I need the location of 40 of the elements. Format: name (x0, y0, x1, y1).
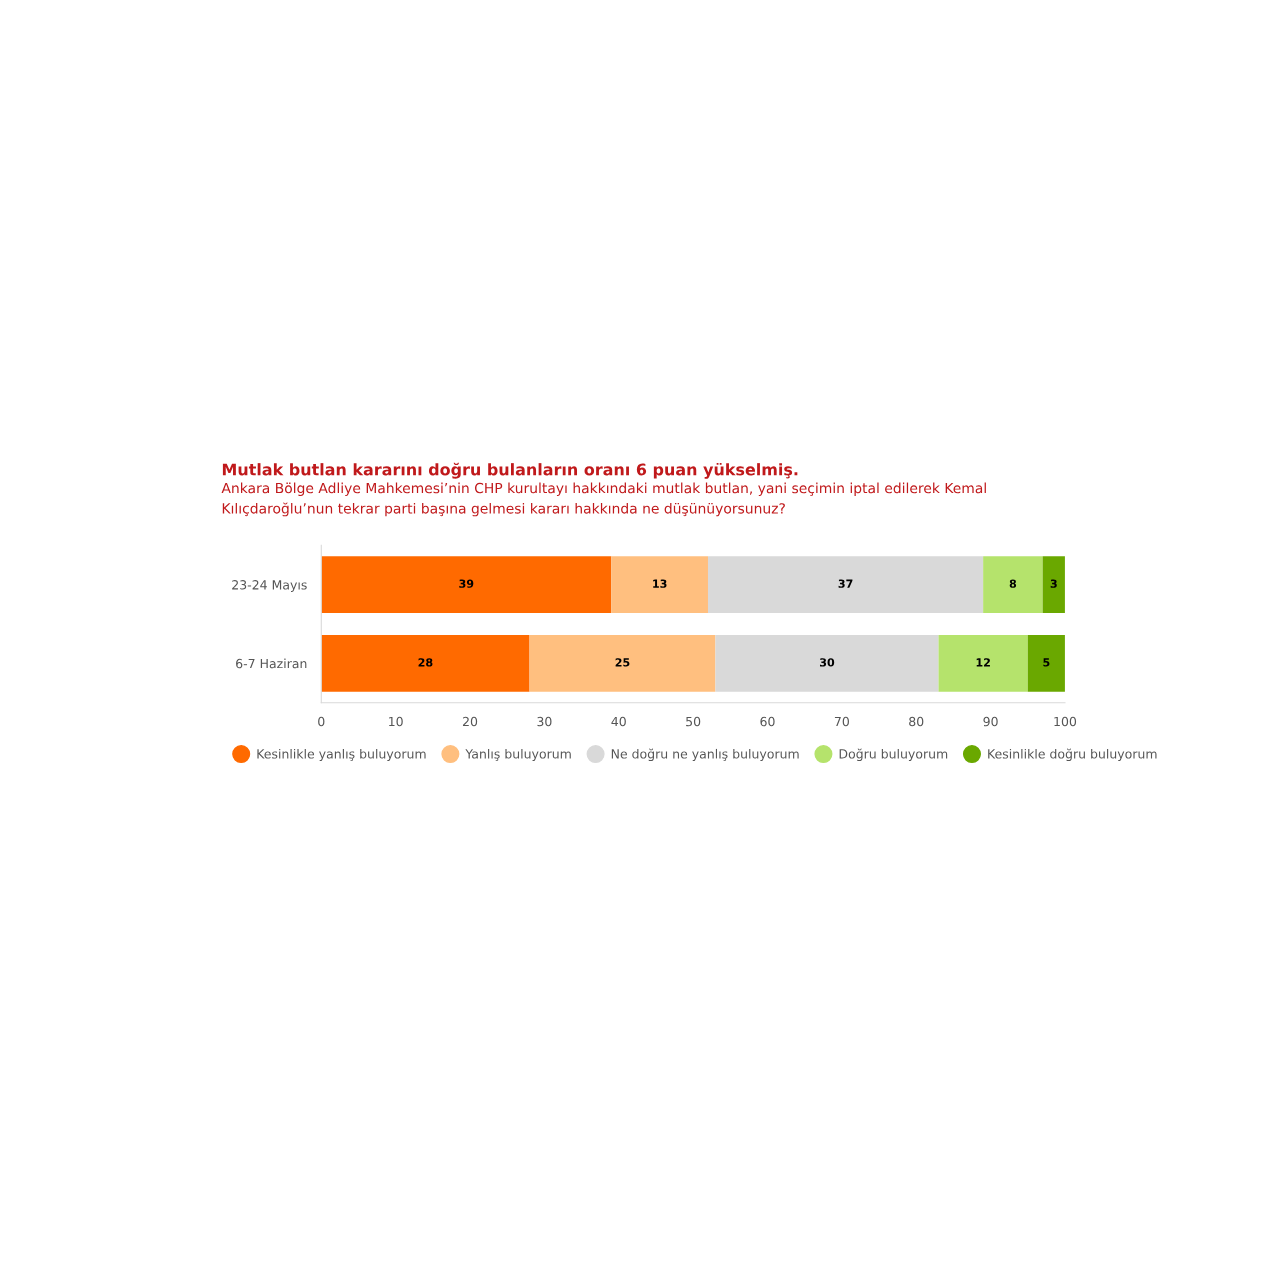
data-label: 37 (838, 579, 853, 588)
data-label: 12 (976, 658, 990, 667)
bar (611, 556, 708, 613)
bar (707, 556, 984, 613)
chart-title: Mutlak butlan kararını doğru bulanların oranı 6 puan yükselmiş. (222, 462, 798, 479)
bar (321, 556, 612, 613)
legend-label: Yanlış buluyorum (465, 748, 571, 762)
bar (1042, 556, 1065, 613)
data-label: 39 (459, 579, 474, 588)
bar (983, 556, 1043, 613)
data-label: 8 (1009, 579, 1017, 588)
x-tick-label: 40 (611, 716, 626, 727)
bar (715, 635, 939, 692)
x-tick-label: 80 (909, 716, 924, 727)
data-label: 3 (1050, 579, 1057, 588)
x-tick-label: 90 (983, 716, 998, 727)
x-tick-label: 100 (1054, 716, 1077, 727)
bar (938, 635, 1028, 692)
x-tick-label: 30 (537, 716, 552, 727)
y-tick-label: 6-7 Haziran (236, 658, 307, 669)
legend-label: Kesinlikle doğru buluyorum (988, 748, 1157, 762)
bar (1027, 635, 1065, 692)
x-tick-label: 20 (462, 716, 478, 727)
bar (529, 635, 716, 692)
y-tick-label: 23-24 Mayıs (232, 580, 307, 592)
x-tick-label: 50 (686, 716, 701, 727)
data-label: 5 (1043, 658, 1050, 667)
x-tick-label: 10 (389, 716, 403, 727)
x-tick-label: 70 (834, 716, 849, 727)
bar (321, 635, 530, 692)
legend-label: Doğru buluyorum (839, 748, 948, 762)
x-tick-label: 0 (318, 716, 325, 727)
data-label: 25 (615, 658, 630, 667)
data-label: 28 (418, 658, 433, 667)
x-tick-label: 60 (760, 716, 775, 727)
legend-label: Kesinlikle yanlış buluyorum (257, 748, 426, 762)
chart-subtitle: Ankara Bölge Adliye Mahkemesi’nin CHP kurultayı hakkındaki mutlak butlan, yani seçimin iptal edilerek Kemal Kılıçdaroğlu’nun tekrar parti başına gelmesi kararı hakkında ne düşünüyorsunuz? (221, 482, 986, 517)
data-label: 13 (653, 579, 667, 588)
legend-label: Ne doğru ne yanlış buluyorum (611, 748, 799, 762)
data-label: 30 (819, 658, 835, 667)
